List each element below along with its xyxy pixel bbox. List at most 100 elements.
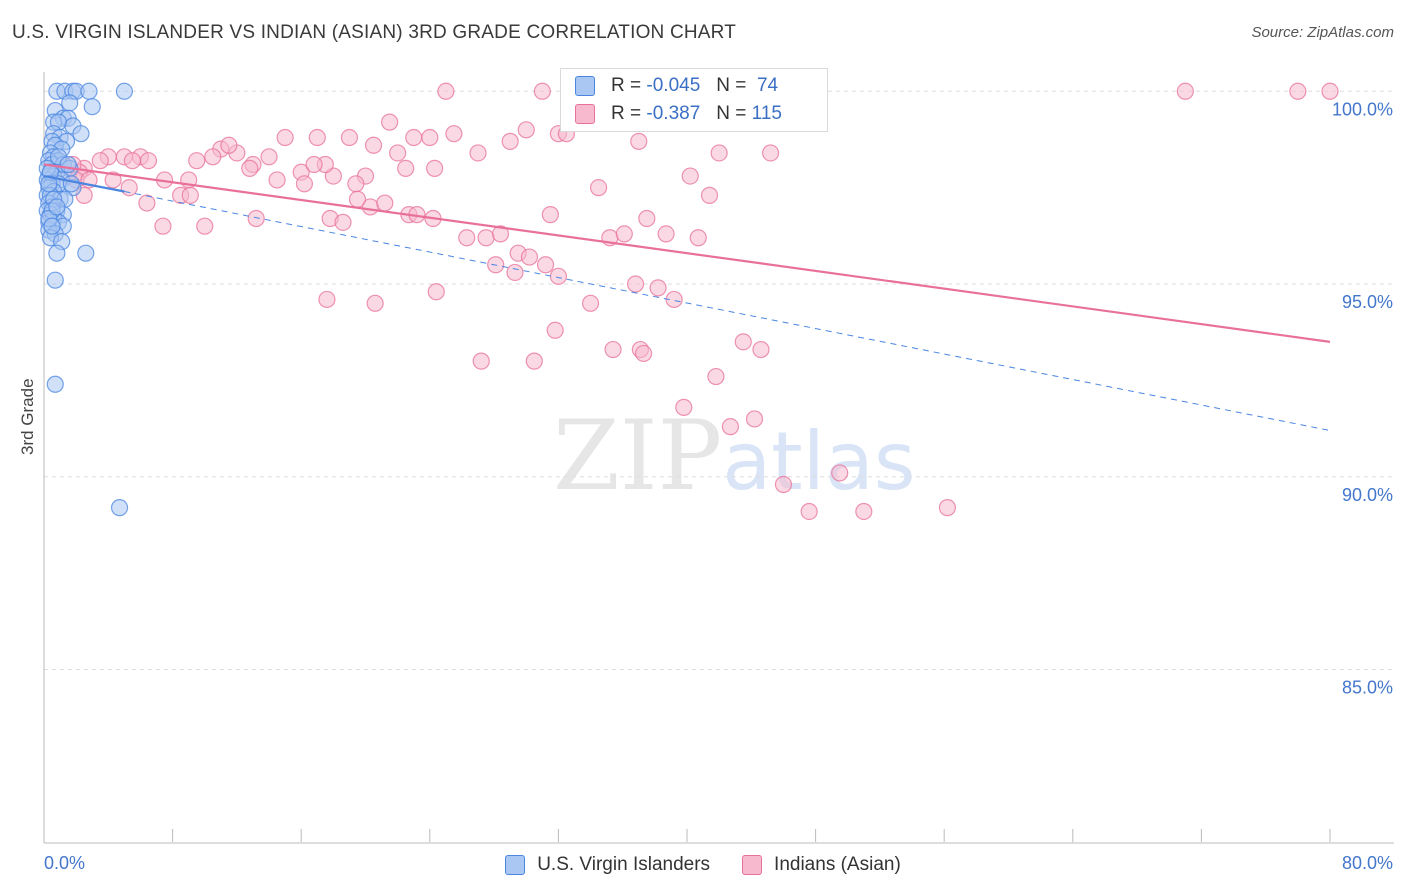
legend-item-virgin-islanders: U.S. Virgin Islanders <box>505 854 710 876</box>
source-label: Source: ZipAtlas.com <box>1251 24 1394 41</box>
point-indian-asian <box>276 128 294 147</box>
point-indian-asian <box>318 290 336 309</box>
legend-r-value: -0.387 <box>646 103 701 124</box>
point-indian-asian <box>589 179 608 197</box>
point-indian-asian <box>204 148 222 166</box>
point-indian-asian <box>1176 82 1194 100</box>
legend-r-value: -0.045 <box>646 75 701 96</box>
point-indian-asian <box>154 217 172 235</box>
point-indian-asian <box>721 418 740 436</box>
point-indian-asian <box>220 136 238 154</box>
point-indian-asian <box>241 159 259 177</box>
point-virgin-islander <box>61 94 79 112</box>
point-indian-asian <box>268 171 286 189</box>
point-indian-asian <box>123 152 142 170</box>
point-indian-asian <box>855 502 873 521</box>
point-indian-asian <box>638 209 656 228</box>
point-indian-asian <box>188 152 206 170</box>
point-virgin-islander <box>48 198 66 216</box>
point-indian-asian <box>477 229 495 247</box>
point-indian-asian <box>634 344 653 363</box>
point-indian-asian <box>260 148 278 166</box>
point-indian-asian <box>800 502 818 521</box>
legend-r-label: R = <box>611 103 642 124</box>
point-indian-asian <box>938 499 957 517</box>
legend-n-value: 115 <box>751 103 782 124</box>
point-virgin-islander <box>43 217 61 235</box>
point-indian-asian <box>196 217 214 235</box>
point-indian-asian <box>295 175 314 193</box>
point-indian-asian <box>536 256 555 274</box>
point-indian-asian <box>445 125 463 143</box>
point-indian-asian <box>549 267 568 285</box>
point-indian-asian <box>626 275 645 293</box>
point-indian-asian <box>139 152 158 170</box>
legend-n-label: N = <box>716 75 747 96</box>
point-indian-asian <box>665 290 683 309</box>
point-indian-asian <box>491 225 510 243</box>
point-indian-asian <box>501 132 519 150</box>
point-indian-asian <box>1321 82 1339 100</box>
point-indian-asian <box>381 113 399 131</box>
point-indian-asian <box>734 333 752 351</box>
point-virgin-islander <box>72 125 90 143</box>
point-indian-asian <box>421 128 439 147</box>
point-indian-asian <box>376 194 394 212</box>
legend-swatch-pink <box>742 855 763 875</box>
correlation-legend: R = -0.045 N = 74 R = -0.387 N = 115 <box>560 68 828 132</box>
point-indian-asian <box>761 144 780 162</box>
point-indian-asian <box>615 225 633 243</box>
point-virgin-islander <box>59 155 77 174</box>
point-virgin-islander <box>80 82 98 100</box>
point-indian-asian <box>533 82 551 100</box>
point-indian-asian <box>91 152 109 170</box>
trendline-indian-asian <box>43 163 1331 343</box>
point-indian-asian <box>581 294 600 312</box>
watermark: ZIPatlas <box>553 400 916 512</box>
point-indian-asian <box>752 340 770 359</box>
point-indian-asian <box>649 279 667 297</box>
point-virgin-islander <box>48 244 66 262</box>
point-indian-asian <box>520 248 539 266</box>
point-indian-asian <box>366 294 384 312</box>
point-virgin-islander <box>83 98 101 116</box>
y-tick-label: 95.0% <box>1342 292 1393 312</box>
point-virgin-islander <box>62 175 80 193</box>
legend-label: U.S. Virgin Islanders <box>537 854 711 875</box>
x-tick-label: 0.0% <box>44 853 85 873</box>
y-tick-label: 85.0% <box>1342 678 1393 698</box>
point-virgin-islander <box>46 375 64 393</box>
point-indian-asian <box>681 167 699 185</box>
point-indian-asian <box>604 340 622 359</box>
point-indian-asian <box>707 367 725 386</box>
point-indian-asian <box>517 121 535 139</box>
point-indian-asian <box>405 128 423 147</box>
legend-r-label: R = <box>611 75 642 96</box>
legend-row-virgin-islanders: R = -0.045 N = 74 <box>575 72 778 100</box>
point-indian-asian <box>657 225 675 243</box>
point-indian-asian <box>427 283 445 301</box>
legend-row-indians: R = -0.387 N = 115 <box>575 100 782 128</box>
legend-label: Indians (Asian) <box>774 854 901 875</box>
legend-swatch-blue <box>505 855 526 875</box>
point-indian-asian <box>305 155 323 174</box>
point-indian-asian <box>630 132 648 150</box>
point-indian-asian <box>138 194 156 212</box>
point-indian-asian <box>472 352 490 370</box>
point-indian-asian <box>700 186 719 204</box>
point-indian-asian <box>347 175 365 193</box>
chart-title: U.S. VIRGIN ISLANDER VS INDIAN (ASIAN) 3… <box>12 22 737 43</box>
point-indian-asian <box>745 410 764 428</box>
point-indian-asian <box>546 321 564 339</box>
legend-swatch-pink <box>575 104 595 124</box>
point-indian-asian <box>437 82 455 100</box>
legend-n-value: 74 <box>756 75 779 96</box>
point-indian-asian <box>120 179 138 197</box>
watermark-zip: ZIP <box>553 400 723 512</box>
point-indian-asian <box>104 171 122 189</box>
point-indian-asian <box>308 128 326 147</box>
point-indian-asian <box>458 229 476 247</box>
point-indian-asian <box>831 464 849 482</box>
legend-swatch-blue <box>575 76 595 96</box>
